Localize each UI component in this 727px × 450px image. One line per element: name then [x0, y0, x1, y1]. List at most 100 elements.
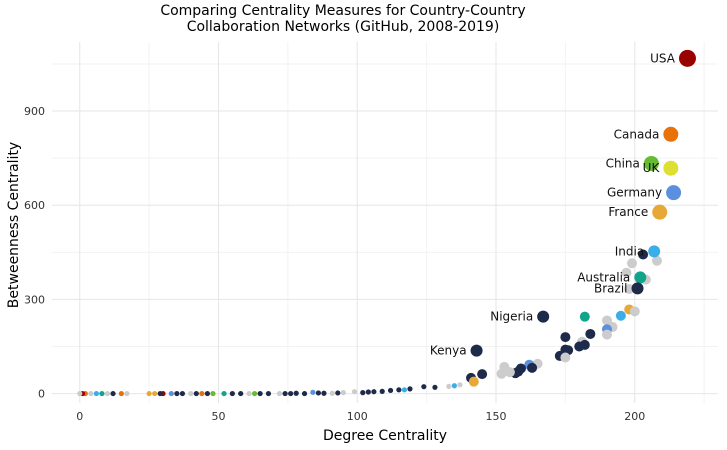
- data-point: [621, 267, 632, 278]
- x-axis-label: Degree Centrality: [323, 428, 447, 444]
- data-point-nigeria: [537, 310, 550, 323]
- data-point: [77, 390, 83, 397]
- data-point: [651, 255, 662, 266]
- data-point: [246, 390, 252, 397]
- data-point-usa: [678, 49, 696, 67]
- data-point: [446, 383, 452, 389]
- data-point: [315, 390, 321, 396]
- y-tick-label: 0: [38, 388, 45, 401]
- data-point: [407, 386, 413, 392]
- data-point: [238, 390, 244, 397]
- data-point: [179, 390, 186, 397]
- point-label-china: China: [606, 156, 640, 170]
- data-point: [340, 390, 346, 396]
- x-tick-label: 50: [212, 410, 226, 423]
- x-axis-ticks: 0 50 100 150 200: [76, 410, 645, 423]
- data-point: [560, 332, 571, 343]
- data-point: [371, 389, 377, 395]
- data-point: [168, 390, 174, 397]
- data-point: [624, 284, 635, 295]
- data-point-france: [652, 204, 668, 220]
- data-point: [188, 390, 194, 397]
- data-point: [638, 249, 649, 260]
- x-tick-label: 150: [486, 410, 507, 423]
- data-point: [351, 389, 358, 395]
- x-tick-label: 100: [347, 410, 368, 423]
- data-point: [421, 384, 427, 390]
- data-point: [477, 369, 488, 380]
- data-point: [585, 328, 596, 339]
- data-point: [157, 390, 163, 397]
- data-point: [379, 388, 385, 394]
- x-tick-label: 200: [624, 410, 645, 423]
- data-point: [310, 389, 316, 395]
- data-point: [626, 258, 637, 269]
- data-point-canada: [663, 126, 679, 142]
- data-point-kenya: [470, 344, 483, 357]
- grid: [52, 42, 718, 403]
- point-label-usa: USA: [650, 51, 676, 65]
- data-point: [360, 390, 366, 396]
- data-point: [468, 376, 479, 387]
- data-point: [265, 390, 272, 397]
- data-point: [396, 387, 402, 393]
- data-point: [152, 390, 158, 397]
- data-point: [629, 306, 640, 317]
- data-point: [193, 390, 199, 397]
- data-point: [321, 390, 327, 396]
- point-label-brazil: Brazil: [594, 281, 628, 295]
- x-tick-label: 0: [76, 410, 83, 423]
- data-point: [93, 390, 99, 397]
- data-point-china: [643, 155, 659, 171]
- point-label-nigeria: Nigeria: [490, 310, 533, 324]
- data-point: [174, 390, 180, 397]
- data-point: [282, 390, 288, 397]
- labeled-points: USA Canada China UK Germany France India Austra…: [430, 49, 696, 358]
- data-point: [229, 390, 235, 397]
- data-point: [276, 390, 283, 397]
- data-point: [251, 390, 258, 397]
- data-point: [451, 383, 457, 389]
- data-point: [335, 390, 341, 396]
- data-point: [527, 362, 538, 373]
- data-point: [118, 390, 124, 397]
- y-tick-label: 900: [24, 105, 45, 118]
- data-point: [221, 390, 227, 397]
- data-point: [579, 311, 590, 322]
- data-point: [104, 390, 111, 397]
- data-point: [293, 390, 299, 396]
- data-point: [301, 390, 308, 397]
- data-point: [204, 390, 210, 397]
- point-label-uk: UK: [643, 161, 661, 175]
- data-point: [602, 329, 612, 340]
- chart-title-line-1: Comparing Centrality Measures for Countr…: [160, 3, 525, 19]
- data-point: [124, 390, 130, 397]
- data-point: [432, 384, 438, 390]
- data-point-uk: [663, 160, 679, 176]
- point-label-france: France: [608, 205, 648, 219]
- y-axis-label: Betweenness Centrality: [6, 142, 22, 308]
- data-point: [560, 352, 571, 363]
- data-point-india: [648, 245, 661, 258]
- data-point: [210, 390, 216, 397]
- data-point: [574, 341, 585, 352]
- data-point: [110, 390, 116, 397]
- y-tick-label: 300: [24, 293, 45, 306]
- data-points: [77, 249, 662, 397]
- data-point: [146, 390, 152, 397]
- point-label-india: India: [615, 244, 644, 258]
- data-point: [288, 390, 294, 397]
- data-point-germany: [666, 185, 682, 201]
- data-point: [257, 390, 263, 397]
- y-tick-label: 600: [24, 199, 45, 212]
- data-point: [499, 361, 510, 372]
- data-point: [602, 315, 612, 326]
- point-label-australia: Australia: [577, 270, 630, 284]
- data-point: [387, 387, 394, 394]
- data-point: [365, 389, 371, 395]
- data-point: [401, 387, 408, 393]
- data-point: [457, 382, 463, 388]
- y-axis-ticks: 0 300 600 900: [24, 105, 45, 401]
- data-point: [329, 390, 335, 396]
